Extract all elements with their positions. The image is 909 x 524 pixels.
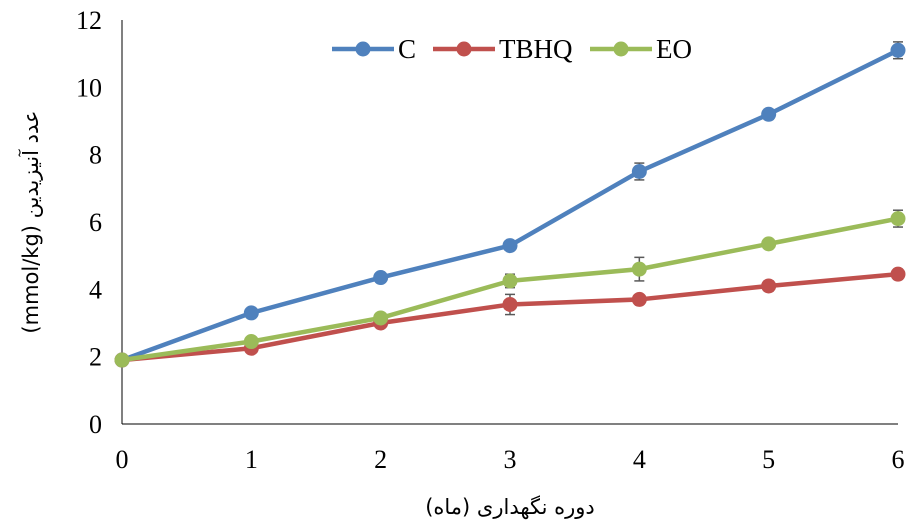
legend-item-c: C	[332, 34, 416, 64]
data-point-eo	[631, 261, 647, 277]
x-axis-title: دوره نگهداری (ماه)	[425, 495, 595, 519]
y-tick-label: 8	[89, 141, 102, 170]
legend-marker-c	[355, 41, 371, 57]
legend-marker-tbhq	[456, 41, 472, 57]
y-tick-label: 12	[76, 6, 102, 35]
x-tick-label: 6	[892, 445, 905, 474]
data-point-c	[761, 106, 777, 122]
y-tick-label: 10	[76, 73, 102, 102]
legend-item-tbhq: TBHQ	[433, 34, 573, 64]
legend-marker-eo	[613, 41, 629, 57]
data-point-eo	[890, 211, 906, 227]
x-tick-label: 3	[504, 445, 517, 474]
legend-label-eo: EO	[656, 34, 692, 64]
legend-item-eo: EO	[590, 34, 692, 64]
error-bars	[117, 41, 903, 363]
data-point-eo	[502, 273, 518, 289]
data-point-c	[502, 238, 518, 254]
legend-label-tbhq: TBHQ	[499, 34, 573, 64]
x-tick-label: 5	[762, 445, 775, 474]
legend-label-c: C	[398, 34, 416, 64]
data-point-c	[243, 305, 259, 321]
y-tick-label: 4	[89, 275, 102, 304]
data-point-tbhq	[502, 296, 518, 312]
y-tick-label: 0	[89, 410, 102, 439]
data-point-eo	[243, 334, 259, 350]
y-tick-label: 2	[89, 343, 102, 372]
x-tick-label: 2	[374, 445, 387, 474]
y-axis-title: عدد آنیزیدین (mmol/kg)	[18, 110, 43, 333]
data-point-c	[890, 42, 906, 58]
data-point-c	[631, 164, 647, 179]
data-points	[114, 42, 906, 368]
x-tick-label: 0	[116, 445, 129, 474]
data-point-eo	[373, 310, 389, 326]
x-tick-label: 4	[633, 445, 646, 474]
data-point-eo	[114, 352, 130, 368]
data-point-tbhq	[761, 278, 777, 294]
legend: C TBHQ EO	[332, 34, 692, 64]
data-point-tbhq	[631, 291, 647, 307]
x-tick-label: 1	[245, 445, 258, 474]
data-point-eo	[761, 236, 777, 252]
data-point-tbhq	[890, 266, 906, 282]
data-point-c	[373, 270, 389, 286]
axes	[121, 20, 898, 425]
y-tick-label: 6	[89, 208, 102, 237]
